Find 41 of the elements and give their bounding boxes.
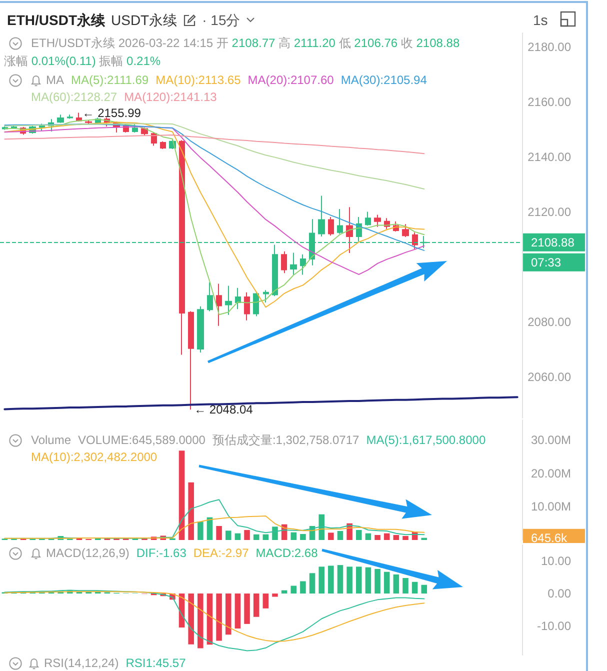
text: MA(20):2107.60 <box>248 72 334 89</box>
legend-title: MACD(12,26,9) <box>46 545 130 562</box>
annotation: ← 2155.99 <box>82 106 142 120</box>
y-tick-label: 2180.00 <box>528 40 572 54</box>
text: 1s <box>533 11 548 29</box>
text: · 15分 <box>202 11 240 29</box>
y-tick-label: 10.00 <box>540 554 572 568</box>
text: MA(5):2111.69 <box>71 72 149 89</box>
series-label: MA(60):2128.27 <box>31 89 118 106</box>
annotation: ← 2048.04 <box>194 402 254 417</box>
text: 07:33 <box>531 255 562 270</box>
chart-subtitle: USDT永续 <box>111 11 178 29</box>
y-tick-label: 2080.00 <box>528 314 572 329</box>
text: MA(5):1,617,500.8000 <box>366 432 486 449</box>
y-tick-label: 2060.00 <box>528 370 572 384</box>
legend-title: MA <box>46 72 64 89</box>
y-tick-label: 2140.00 <box>528 150 572 164</box>
annotation: VOLUME:645,589.0000 <box>78 432 206 449</box>
text: 645.6k <box>531 530 568 545</box>
text: ETH/USDT永续 2026-03-22 14:15 开 2108.77 高 2111.20 低 2106.76 收 2108.88 <box>31 36 460 50</box>
text: MA(10):2,302,482.2000 <box>31 449 158 466</box>
series-label: MACD:2.68 <box>256 545 318 562</box>
text: DIF:-1.63 <box>136 545 186 562</box>
text: RSI(14,12,24) <box>44 656 119 671</box>
legend-title: Volume <box>31 432 72 449</box>
y-tick-label: 30.00M <box>530 433 571 447</box>
y-tick-label: 10.00M <box>530 500 571 514</box>
text: MA(10):2113.65 <box>156 72 241 89</box>
annotation: 预估成交量:1,302,758.0717 <box>212 432 360 449</box>
y-tick-label: 20.00M <box>530 466 571 480</box>
y-tick-label: 2160.00 <box>528 94 572 109</box>
ref-line-label: 2108.88 <box>531 235 575 250</box>
y-tick-label: -10.00 <box>536 618 572 633</box>
text: MA(30):2105.94 <box>340 72 427 89</box>
text: RSI1:45.57 <box>126 656 186 671</box>
y-tick-label: 2120.00 <box>528 204 572 219</box>
text: DEA:-2.97 <box>193 545 249 562</box>
y-tick-label: 0.00 <box>548 586 572 601</box>
chart-title: ETH/USDT永续 <box>7 11 105 29</box>
text: MA(120):2141.13 <box>124 89 217 106</box>
annotation: 涨幅 0.01%(0.11) 振幅 0.21% <box>4 53 161 70</box>
